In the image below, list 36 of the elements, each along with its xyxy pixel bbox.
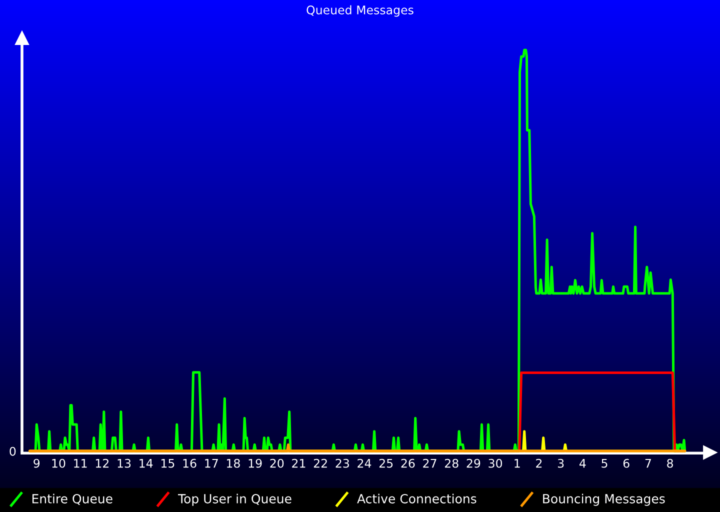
x-tick-label: 26	[401, 458, 415, 468]
text: 0	[10, 446, 16, 456]
x-tick-label: 19	[248, 458, 262, 468]
x-tick-label: 21	[292, 458, 306, 468]
x-tick-label: 3	[558, 458, 564, 468]
x-tick-label: 14	[140, 459, 153, 468]
x-tick-label: 2	[536, 458, 542, 468]
x-tick-label: 1	[514, 459, 520, 468]
x-tick-label: 29	[466, 458, 480, 468]
x-tick-label: 11	[74, 459, 87, 468]
x-tick-label: 5	[602, 459, 608, 468]
x-tick-label: 24	[358, 458, 372, 468]
legend-label: Top User in Queue	[178, 494, 292, 506]
x-tick-label: 13	[118, 458, 131, 468]
x-tick-label: 30	[488, 458, 502, 468]
x-tick-label: 20	[270, 458, 284, 468]
x-tick-label: 15	[161, 459, 174, 468]
x-tick-label: 18	[226, 458, 240, 468]
x-tick-label: 25	[379, 458, 393, 468]
x-tick-label: 4	[579, 459, 586, 468]
x-tick-label: 9	[34, 458, 40, 468]
x-tick-label: 27	[423, 458, 436, 468]
x-tick-label: 16	[183, 458, 196, 468]
x-tick-label: 17	[205, 459, 218, 468]
x-tick-label: 28	[444, 458, 458, 468]
x-tick-label: 23	[336, 458, 349, 468]
legend-label: Entire Queue	[32, 494, 112, 505]
chart-title: Queued Messages	[306, 5, 414, 17]
x-tick-label: 7	[645, 459, 651, 468]
x-tick-label: 8	[667, 458, 673, 468]
x-tick-label: 22	[314, 458, 327, 468]
x-tick-label: 12	[96, 458, 108, 468]
legend-label: Active Connections	[357, 494, 476, 504]
x-tick-label: 6	[623, 458, 630, 468]
legend-label: Bouncing Messages	[543, 494, 665, 506]
x-tick-label: 10	[52, 458, 66, 468]
